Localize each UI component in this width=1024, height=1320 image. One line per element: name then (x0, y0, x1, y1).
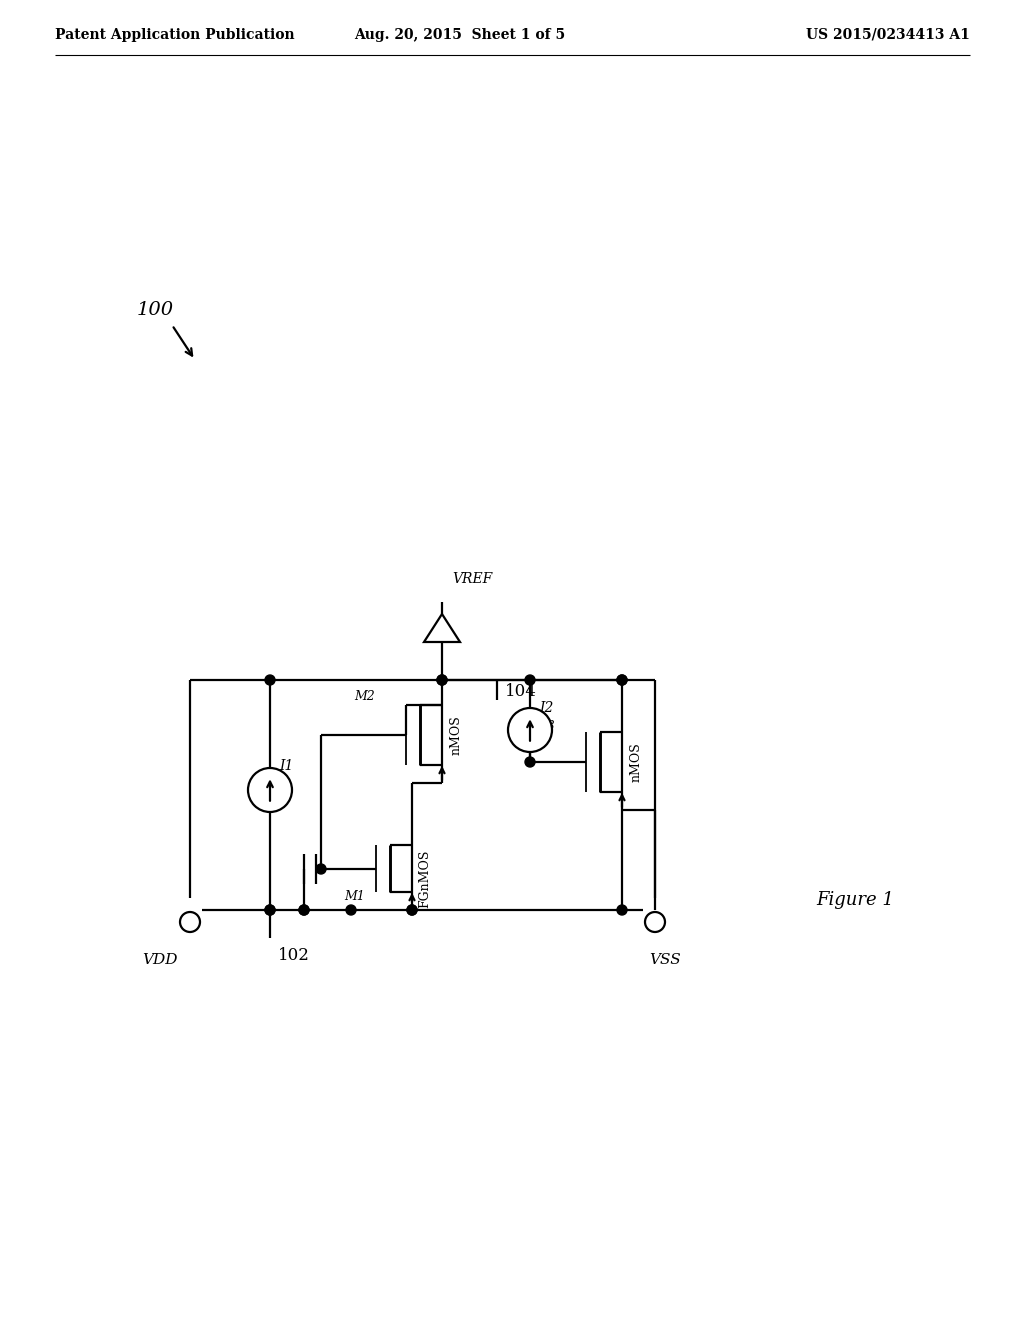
Text: I2: I2 (539, 701, 553, 715)
Circle shape (407, 906, 417, 915)
Text: 104: 104 (505, 684, 537, 701)
Text: US 2015/0234413 A1: US 2015/0234413 A1 (806, 28, 970, 42)
Text: M3: M3 (535, 721, 555, 734)
Text: Patent Application Publication: Patent Application Publication (55, 28, 295, 42)
Text: nMOS: nMOS (630, 742, 643, 781)
Text: nMOS: nMOS (450, 715, 463, 755)
Circle shape (437, 675, 447, 685)
Text: FGnMOS: FGnMOS (418, 850, 431, 908)
Circle shape (617, 906, 627, 915)
Text: VDD: VDD (142, 953, 178, 968)
Circle shape (265, 906, 275, 915)
Text: VREF: VREF (452, 572, 493, 586)
Circle shape (265, 906, 275, 915)
Circle shape (645, 912, 665, 932)
Circle shape (316, 865, 326, 874)
Circle shape (265, 675, 275, 685)
Text: 102: 102 (278, 946, 310, 964)
Circle shape (617, 675, 627, 685)
Circle shape (617, 675, 627, 685)
Text: VSS: VSS (649, 953, 681, 968)
Circle shape (525, 675, 535, 685)
Text: Aug. 20, 2015  Sheet 1 of 5: Aug. 20, 2015 Sheet 1 of 5 (354, 28, 565, 42)
Circle shape (407, 906, 417, 915)
Text: I1: I1 (279, 759, 293, 774)
Circle shape (180, 912, 200, 932)
Text: M1: M1 (345, 891, 366, 903)
Circle shape (248, 768, 292, 812)
Circle shape (437, 675, 447, 685)
Circle shape (346, 906, 356, 915)
Circle shape (299, 906, 309, 915)
Text: Figure 1: Figure 1 (816, 891, 894, 909)
Text: M2: M2 (354, 690, 376, 704)
Circle shape (299, 906, 309, 915)
Circle shape (508, 708, 552, 752)
Circle shape (525, 756, 535, 767)
Text: 100: 100 (136, 301, 173, 319)
